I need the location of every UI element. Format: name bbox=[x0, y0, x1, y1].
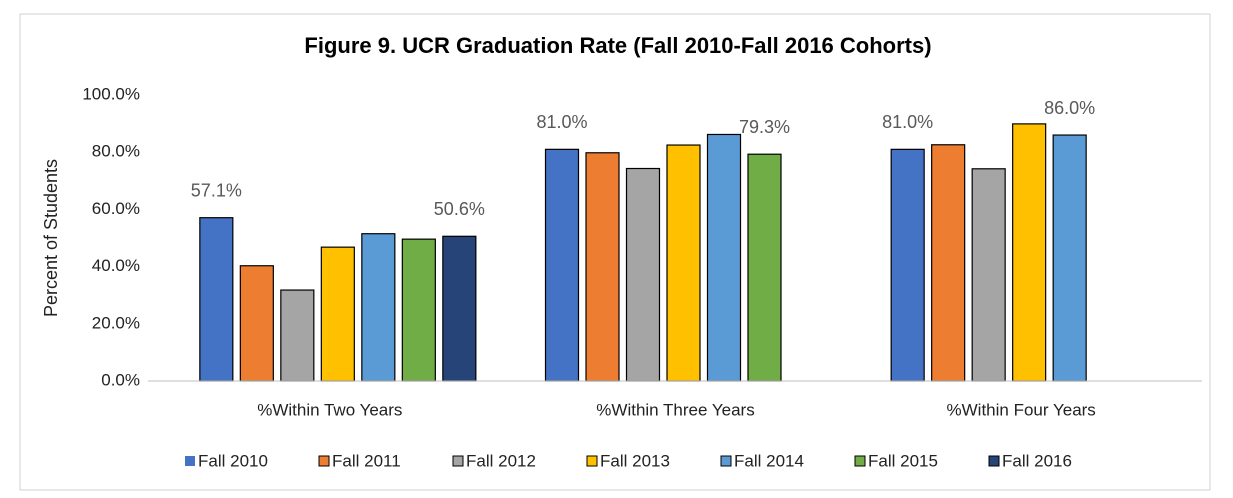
bar bbox=[585, 152, 620, 382]
x-tick-label: %Within Four Years bbox=[947, 400, 1096, 419]
data-label: 57.1% bbox=[191, 180, 242, 200]
bar bbox=[401, 238, 436, 382]
y-tick-label: 40.0% bbox=[92, 256, 140, 275]
legend-label: Fall 2012 bbox=[466, 451, 536, 470]
bar bbox=[706, 133, 742, 382]
y-tick-label: 60.0% bbox=[92, 199, 140, 218]
bar bbox=[890, 148, 925, 382]
legend-swatch bbox=[185, 456, 195, 466]
bar bbox=[931, 144, 966, 382]
legend-label: Fall 2013 bbox=[600, 451, 670, 470]
legend-swatch bbox=[452, 455, 464, 467]
legend-label: Fall 2014 bbox=[734, 451, 804, 470]
legend-label: Fall 2015 bbox=[868, 451, 938, 470]
bar bbox=[1052, 134, 1087, 382]
bar bbox=[666, 144, 701, 382]
bar bbox=[199, 217, 234, 382]
y-axis-label: Percent of Students bbox=[41, 159, 61, 317]
data-label: 79.3% bbox=[739, 117, 790, 137]
legend-label: Fall 2011 bbox=[332, 451, 401, 470]
chart-title: Figure 9. UCR Graduation Rate (Fall 2010… bbox=[304, 33, 931, 58]
legend-swatch bbox=[586, 455, 598, 467]
x-tick-label: %Within Three Years bbox=[596, 400, 754, 419]
x-tick-label: %Within Two Years bbox=[257, 400, 402, 419]
data-label: 81.0% bbox=[536, 112, 587, 132]
legend-label: Fall 2010 bbox=[198, 451, 268, 470]
bar bbox=[625, 167, 661, 382]
legend-swatch bbox=[854, 455, 866, 467]
data-label: 50.6% bbox=[434, 199, 485, 219]
data-label: 81.0% bbox=[882, 112, 933, 132]
legend-swatch bbox=[988, 455, 1000, 467]
legend-swatch bbox=[720, 455, 732, 467]
bar bbox=[442, 235, 477, 382]
y-tick-label: 20.0% bbox=[92, 313, 140, 332]
data-label: 86.0% bbox=[1044, 98, 1095, 118]
bar bbox=[280, 289, 315, 382]
bar bbox=[1012, 123, 1047, 382]
bar bbox=[971, 168, 1006, 382]
bar bbox=[239, 265, 274, 382]
y-tick-label: 100.0% bbox=[82, 84, 140, 103]
y-tick-label: 0.0% bbox=[101, 370, 140, 389]
bar bbox=[747, 153, 782, 382]
legend-swatch bbox=[318, 455, 330, 467]
bar bbox=[361, 233, 396, 382]
legend-label: Fall 2016 bbox=[1002, 451, 1072, 470]
bar bbox=[544, 148, 580, 382]
y-tick-label: 80.0% bbox=[92, 142, 140, 161]
bar bbox=[320, 246, 355, 382]
